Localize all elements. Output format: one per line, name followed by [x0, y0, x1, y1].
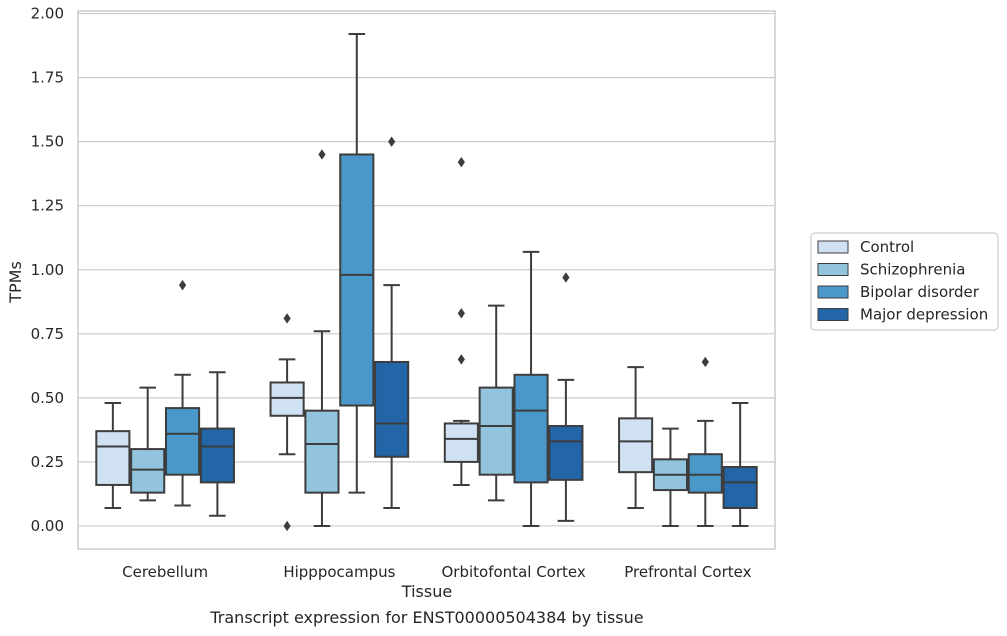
box-iqr — [443, 422, 479, 463]
legend-swatch — [817, 285, 849, 299]
x-tick-label: Hipppocampus — [283, 563, 395, 581]
legend-label: Bipolar disorder — [860, 283, 980, 301]
box-plot — [443, 156, 479, 486]
chart-caption: Transcript expression for ENST0000050438… — [209, 608, 643, 627]
box-iqr — [478, 386, 514, 476]
box-iqr — [374, 360, 410, 458]
box-iqr — [164, 407, 201, 476]
box-plot — [687, 356, 723, 527]
legend-label: Schizophrenia — [860, 261, 965, 279]
box-plot — [164, 279, 201, 507]
outlier-point — [562, 272, 570, 283]
x-axis-ticks: Cerebellum Hipppocampus Orbitofontal Corte… — [122, 563, 751, 581]
y-tick-label: 1.75 — [31, 69, 64, 87]
y-tick-label: 1.50 — [31, 133, 64, 151]
x-tick-label: Prefrontal Cortex — [624, 563, 751, 581]
box-iqr — [618, 417, 654, 474]
box-iqr — [130, 448, 166, 494]
legend-swatch — [817, 263, 849, 276]
outlier-point — [388, 136, 396, 147]
box-iqr — [548, 425, 584, 481]
x-axis-label: Tissue — [401, 582, 452, 601]
box-iqr — [95, 430, 131, 486]
box-plot — [130, 386, 166, 502]
box-plot — [199, 371, 235, 517]
box-iqr — [269, 381, 305, 417]
box-plot — [722, 401, 758, 527]
legend: Control Schizophrenia Bipolar disorder Majo… — [810, 232, 999, 331]
box-iqr — [513, 373, 549, 484]
y-tick-label: 0.75 — [31, 325, 64, 343]
y-tick-label: 0.25 — [31, 453, 64, 471]
x-tick-label: Orbitofontal Cortex — [442, 563, 586, 581]
box-plot — [652, 427, 689, 527]
y-axis-ticks: 0.00 0.25 0.50 0.75 1.00 1.25 1.50 1.75 2.00 — [31, 5, 64, 535]
legend-swatch — [817, 240, 849, 254]
x-tick-label: Cerebellum — [122, 563, 208, 581]
legend-label: Major depression — [860, 306, 988, 324]
box-plot — [374, 136, 410, 510]
y-tick-label: 2.00 — [31, 5, 64, 23]
y-axis-label: TPMs — [6, 261, 25, 304]
outlier-point — [701, 356, 709, 368]
box-plot — [618, 366, 654, 510]
box-plot — [548, 272, 584, 522]
box-iqr — [722, 466, 758, 510]
legend-frame — [810, 232, 999, 331]
legend-label: Control — [860, 238, 914, 256]
y-tick-label: 0.50 — [31, 389, 64, 407]
box-plot — [339, 33, 375, 494]
outlier-point — [283, 313, 291, 324]
box-plot — [478, 304, 514, 502]
outlier-point — [283, 520, 291, 532]
box-plot — [95, 401, 131, 510]
box-plot — [513, 250, 549, 527]
box-iqr — [339, 153, 375, 407]
box-iqr — [304, 409, 340, 494]
plot-frame — [77, 10, 776, 550]
y-tick-label: 0.00 — [31, 517, 64, 535]
box-plot — [304, 149, 340, 527]
box-plot — [269, 313, 305, 532]
box-iqr — [199, 427, 235, 484]
outlier-point — [178, 279, 187, 291]
outlier-point — [457, 308, 465, 319]
box-iqr — [687, 453, 723, 494]
outlier-point — [318, 149, 326, 160]
box-series — [95, 33, 758, 532]
legend-swatch — [817, 308, 849, 321]
outlier-point — [457, 354, 465, 365]
y-tick-label: 1.00 — [31, 261, 64, 279]
y-tick-label: 1.25 — [31, 197, 64, 215]
outlier-point — [457, 156, 465, 168]
